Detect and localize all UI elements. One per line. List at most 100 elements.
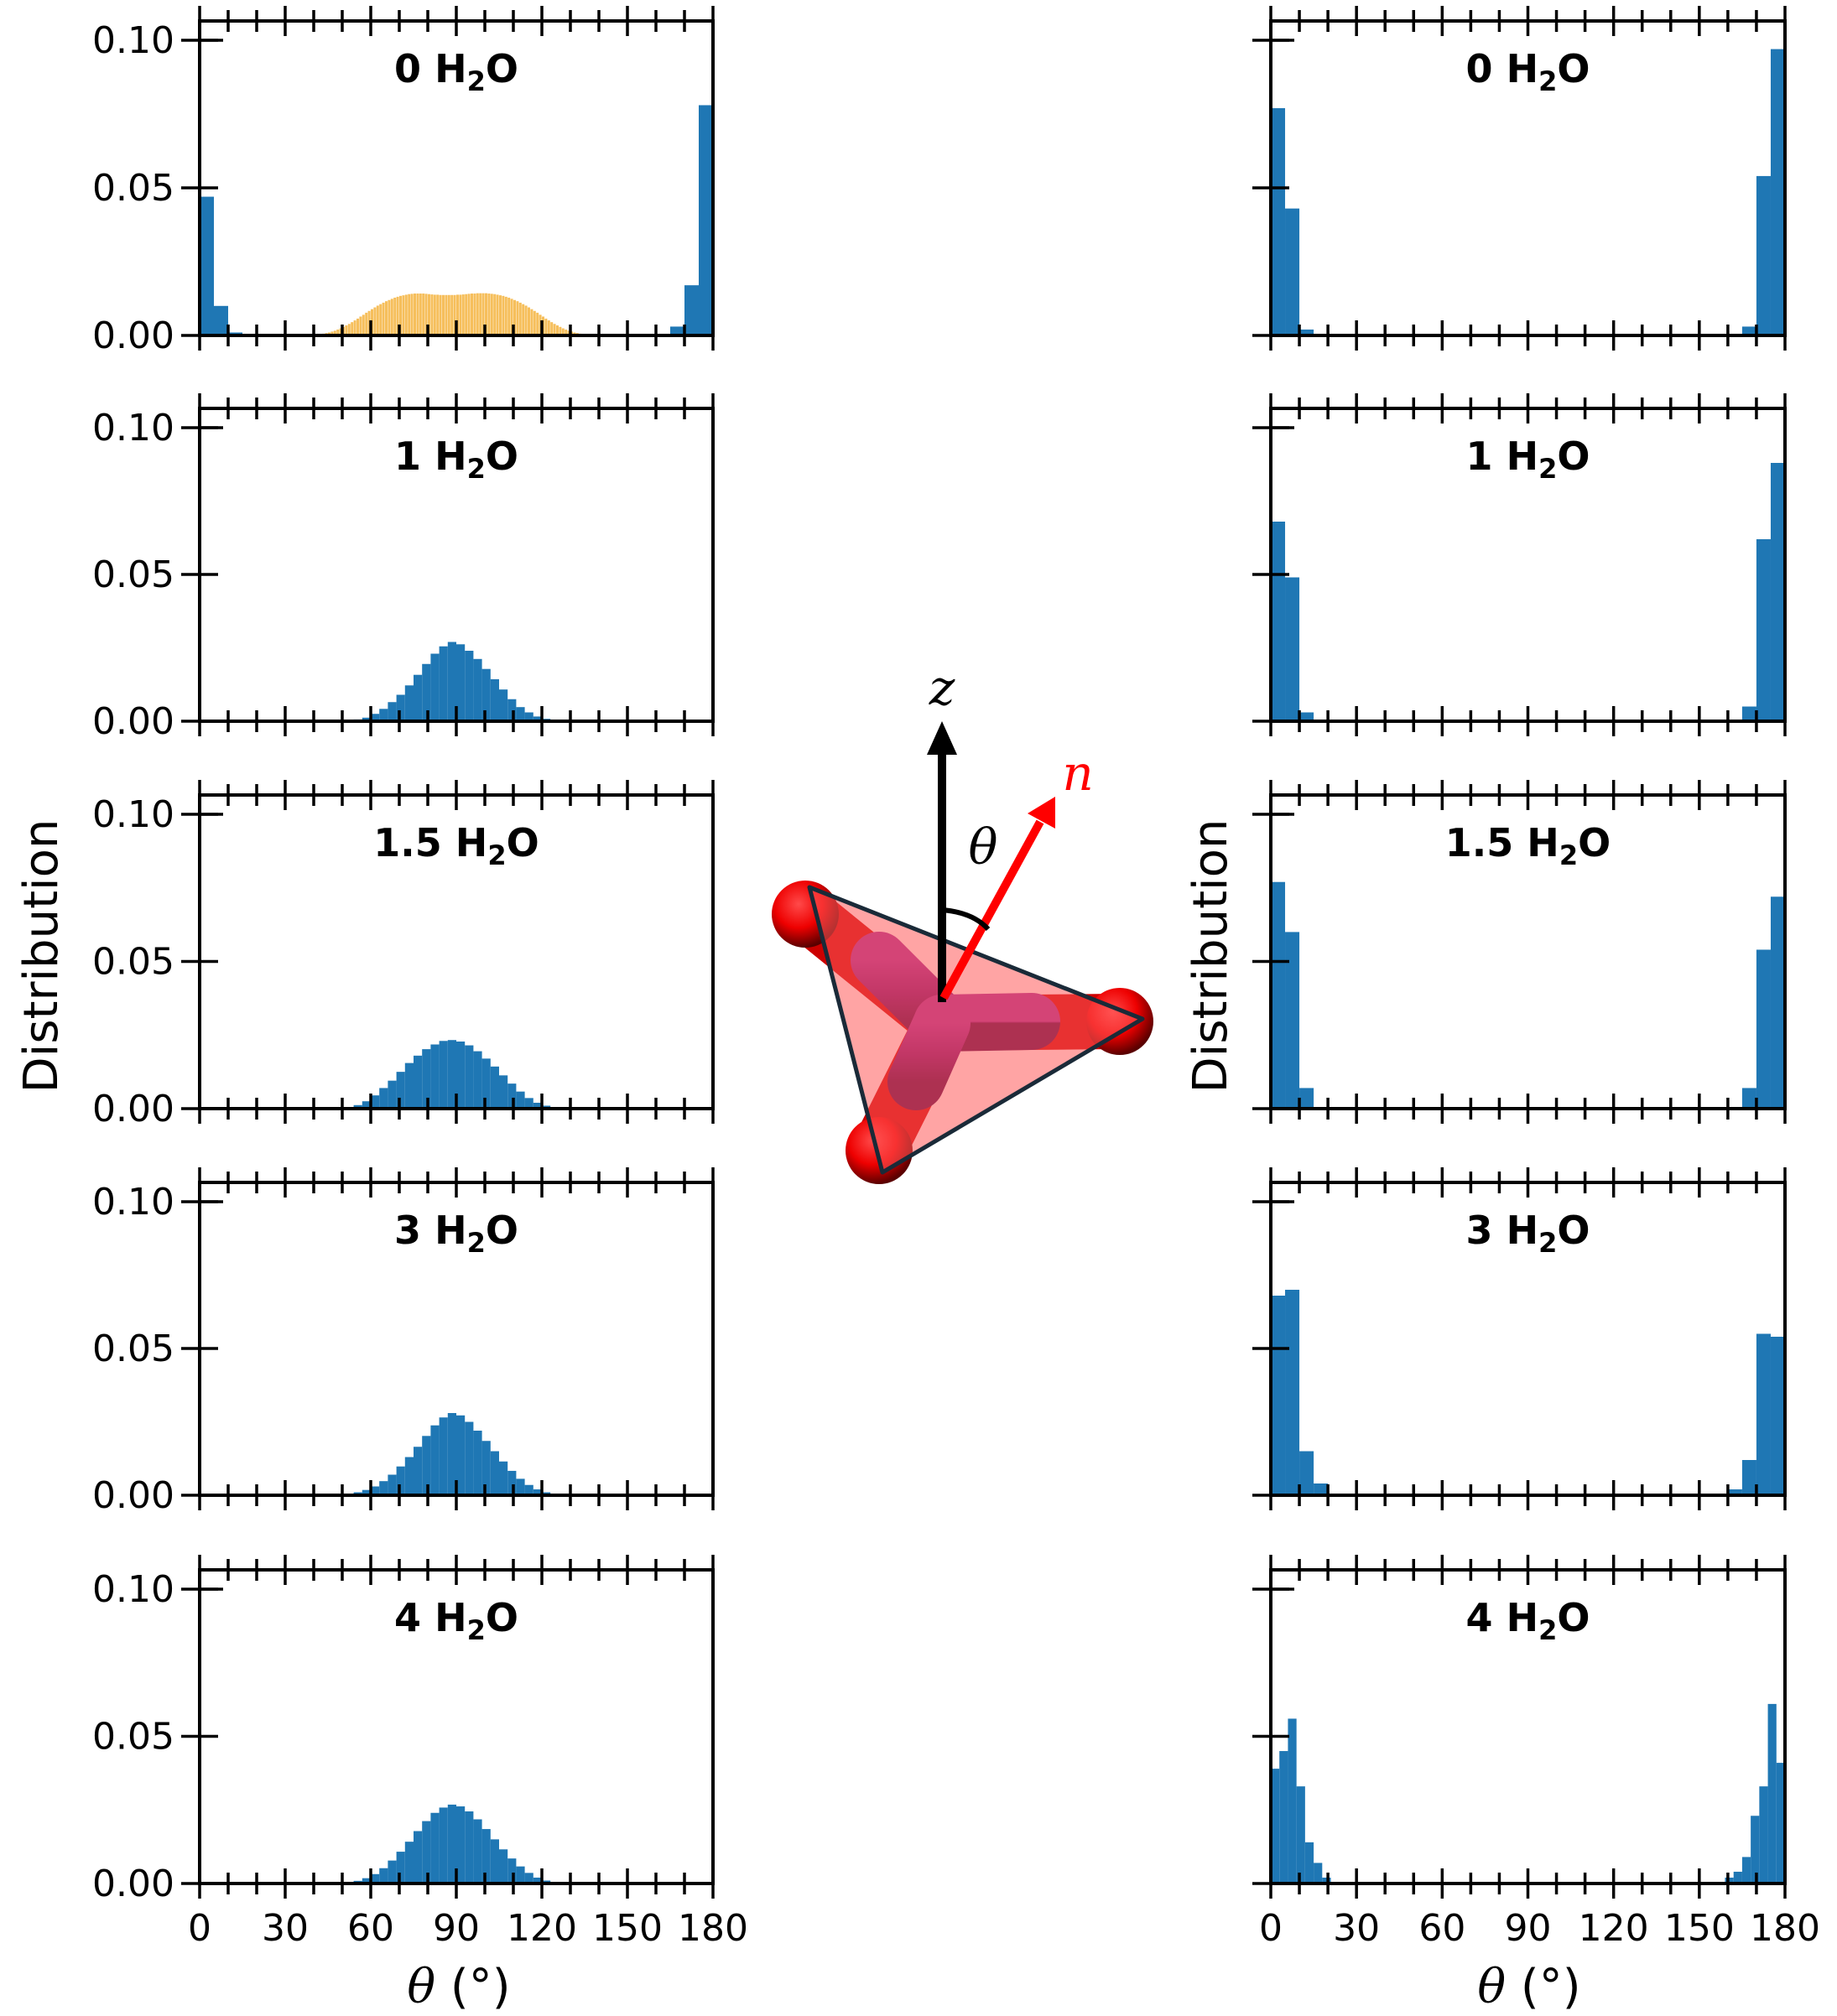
histogram-bar <box>416 294 419 335</box>
histogram-bar <box>447 1040 456 1109</box>
histogram-bar <box>414 1055 423 1109</box>
histogram-bar <box>439 1417 448 1495</box>
x-tick-label: 30 <box>1333 1907 1380 1950</box>
panel-title-text: 4 H <box>394 1595 467 1640</box>
z-arrowhead <box>927 721 957 755</box>
histogram-bar <box>388 1080 397 1109</box>
histogram-bar <box>351 322 354 335</box>
panel-right-0: 0 H2O <box>1252 6 1787 351</box>
panel-right-3: 3 H2O <box>1252 1167 1787 1510</box>
panel-left-3: 0.00 0.05 0.10 3 H2O <box>92 1167 715 1517</box>
panel-title-text: 1.5 H <box>1445 820 1559 865</box>
histogram-bar <box>414 674 423 721</box>
histogram-bar <box>356 318 359 335</box>
histogram-bar <box>371 714 380 721</box>
histogram-bar <box>485 293 487 335</box>
histogram-bar <box>479 293 482 335</box>
panel-title-text: 1 H <box>394 434 467 479</box>
histogram-bar <box>439 646 448 721</box>
panel-title-subscript: 2 <box>1538 1227 1557 1259</box>
histogram-bar <box>1751 1816 1760 1884</box>
histogram-bar <box>1741 326 1756 335</box>
y-tick-label: 0.10 <box>92 793 174 836</box>
histogram-bar <box>516 301 519 335</box>
x-tick-label: 180 <box>678 1907 748 1950</box>
panel-title-text: O <box>507 820 539 865</box>
histogram-bar <box>410 294 414 335</box>
histogram-bar <box>436 294 440 335</box>
panel-title-subscript: 2 <box>467 65 486 97</box>
histogram-bar <box>456 644 466 721</box>
histogram-bar <box>382 302 385 335</box>
histogram-bar <box>1271 107 1286 335</box>
histogram-bar <box>684 285 699 335</box>
histogram-bar <box>533 1489 542 1495</box>
histogram-bar <box>544 318 548 335</box>
panel-title-text: 0 H <box>394 46 467 91</box>
histogram-bar <box>422 1436 431 1495</box>
plane-triangle <box>807 885 1145 1175</box>
histogram-bar <box>430 1812 440 1884</box>
histogram-bar <box>518 302 522 335</box>
panel-title-subscript: 2 <box>1538 453 1557 485</box>
histogram-bar <box>1299 712 1314 721</box>
histogram-bar <box>430 294 434 335</box>
histogram-bar <box>536 312 539 335</box>
histogram-bar <box>371 1873 380 1884</box>
histogram-bar <box>556 325 559 335</box>
histogram-bar <box>456 1041 466 1109</box>
histogram-bar <box>450 294 454 335</box>
histogram-bar <box>388 702 397 721</box>
histogram-bar <box>336 329 340 335</box>
y-tick-label: 0.10 <box>92 407 174 449</box>
histogram-bar <box>481 668 491 721</box>
histogram-bar <box>362 1489 371 1495</box>
histogram-bar <box>1314 1483 1329 1495</box>
histogram-bar <box>388 1474 397 1495</box>
x-axis-label-symbol: θ <box>407 1960 435 2014</box>
n-arrowhead <box>1028 797 1055 829</box>
histogram-bar <box>459 294 462 335</box>
histogram-bar <box>1741 1460 1756 1495</box>
histogram-bar <box>447 294 450 335</box>
histogram-bar <box>447 642 456 721</box>
histogram-bar <box>1271 1769 1280 1884</box>
panel-title: 0 H2O <box>1466 46 1590 97</box>
x-tick-label: 60 <box>347 1907 394 1950</box>
histogram-bar <box>513 299 516 335</box>
histogram-bar <box>419 294 422 335</box>
histogram-bar <box>524 305 528 335</box>
histogram-bar <box>1285 932 1300 1109</box>
histogram-bar <box>1770 1337 1785 1495</box>
histogram-bar <box>1285 577 1300 721</box>
x-axis-label-symbol: θ <box>1477 1960 1506 2014</box>
histogram-bar <box>388 1860 397 1884</box>
histogram-bar <box>1299 1451 1314 1495</box>
x-tick-label: 120 <box>1579 1907 1649 1950</box>
histogram-bar <box>1285 208 1300 335</box>
histogram-bar <box>347 324 351 335</box>
histogram-bar <box>1296 1786 1305 1884</box>
histogram-bar <box>533 1877 542 1884</box>
histogram-bar <box>414 1447 423 1495</box>
histogram-bar <box>367 310 371 335</box>
histogram-bar <box>507 1470 517 1495</box>
histogram-bar <box>1741 706 1756 721</box>
histogram-bar <box>524 1098 533 1109</box>
histogram-bar <box>499 1849 508 1884</box>
histogram-bar <box>507 297 511 335</box>
y-tick-label: 0.05 <box>92 941 174 984</box>
histogram-bar <box>553 324 556 335</box>
histogram-bar <box>433 294 436 335</box>
histogram-bar <box>502 295 505 335</box>
histogram-bar <box>533 716 542 721</box>
histogram-bar <box>402 295 405 335</box>
x-tick-label: 60 <box>1418 1907 1465 1950</box>
histogram-bar <box>1271 881 1286 1109</box>
panel-title-subscript: 2 <box>467 453 486 485</box>
histogram-bar <box>490 678 499 721</box>
histogram-bar <box>516 1091 525 1109</box>
histogram-bar <box>353 1104 362 1109</box>
histogram-bar <box>362 1878 371 1884</box>
